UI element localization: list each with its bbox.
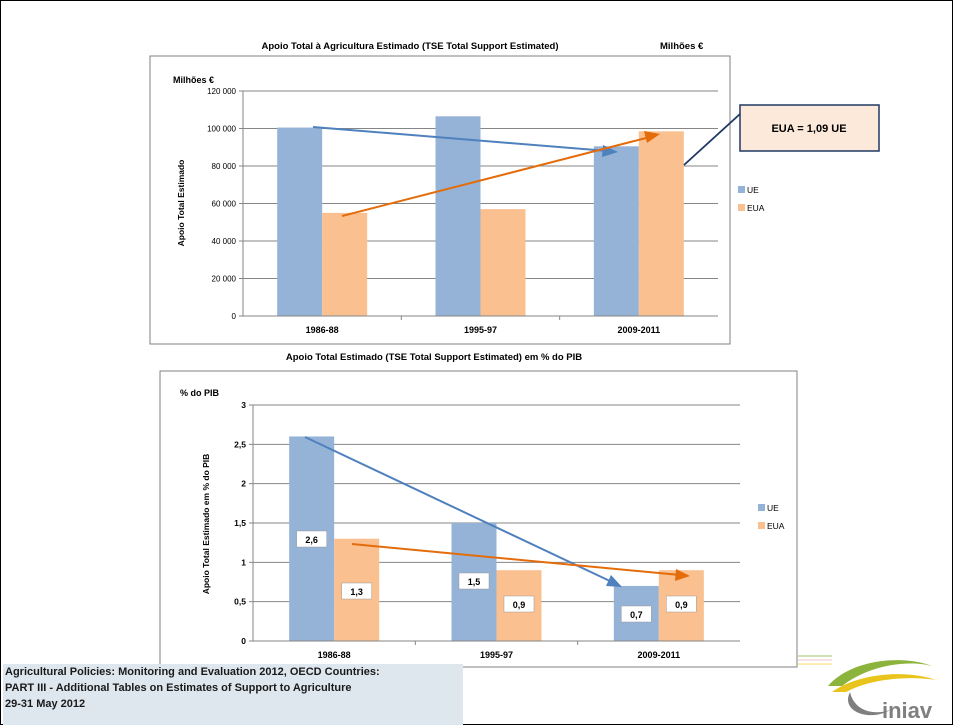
legend-label-eua: EUA: [767, 521, 785, 531]
eua-trend-arrow: [351, 543, 681, 576]
legend-swatch-ue: [738, 186, 745, 193]
y-tick-label: 3: [241, 400, 246, 410]
chart-title: Apoio Total à Agricultura Estimado (TSE …: [262, 41, 559, 52]
data-label-box: [503, 595, 535, 613]
data-label-box: [296, 530, 327, 548]
y-tick-label: 2: [241, 479, 246, 489]
bar-eua-2009-2011: [638, 131, 684, 316]
y-tick-label: 100 000: [207, 125, 236, 134]
bar-ue-1986-88: [277, 127, 323, 316]
y-tick-label: 20 000: [212, 275, 237, 284]
unit-label: Milhões €: [173, 75, 214, 85]
logo-swoosh-green: [828, 660, 932, 686]
x-tick-label: 1986-88: [318, 650, 351, 660]
y-tick-label: 60 000: [212, 200, 237, 209]
bar-eua-1986-88: [322, 212, 368, 316]
x-tick-label: 2009-2011: [638, 650, 681, 660]
data-label-ue-1995-97: 1,5: [468, 577, 481, 587]
y-tick-label: 2,5: [234, 439, 246, 449]
data-label-box: [666, 595, 697, 613]
legend-label-eua: EUA: [747, 203, 765, 213]
legend-swatch-ue: [758, 504, 765, 511]
y-axis-label: Apoio Total Estimado: [176, 160, 186, 247]
data-label-eua-1995-97: 0,9: [513, 600, 526, 610]
callout-box: [739, 104, 880, 152]
bar-ue-2009-2011: [593, 146, 639, 316]
x-tick-label: 2009-2011: [618, 325, 661, 335]
y-tick-label: 40 000: [212, 237, 237, 246]
footer-line-2: PART III - Additional Tables on Estimate…: [5, 682, 352, 694]
x-tick-label: 1995-97: [464, 325, 497, 335]
chart-title: Apoio Total Estimado (TSE Total Support …: [286, 352, 582, 363]
legend-label-ue: UE: [767, 503, 779, 513]
iniav-logo: iniav: [828, 660, 936, 723]
bar-ue-1995-97: [435, 116, 481, 316]
footer-line-1: Agricultural Policies: Monitoring and Ev…: [5, 666, 380, 678]
ue-arrow-head: [606, 575, 622, 587]
footer-line-3: 29-31 May 2012: [5, 698, 86, 710]
y-tick-label: 1,5: [234, 518, 246, 528]
data-label-ue-2009-2011: 0,7: [630, 610, 643, 620]
bar-eua-1995-97: [480, 209, 526, 316]
data-label-box: [621, 605, 652, 623]
logo-text: iniav: [882, 698, 933, 723]
callout-pointer: [683, 113, 741, 166]
data-label-eua-2009-2011: 0,9: [675, 600, 688, 610]
data-label-ue-1986-88: 2,6: [305, 535, 318, 545]
y-tick-label: 120 000: [207, 87, 236, 96]
trend-arrows: [312, 113, 741, 217]
callout-text: EUA = 1,09 UE: [771, 123, 846, 135]
y-axis-label: Apoio Total Estimado em % do PIB: [201, 454, 211, 595]
unit-label: % do PIB: [180, 388, 220, 398]
trend-arrows: [304, 436, 690, 587]
chart-title-unit: Milhões €: [660, 41, 704, 52]
eua-arrow-head: [675, 569, 690, 581]
y-tick-label: 0: [241, 636, 246, 646]
eua-trend-arrow: [341, 136, 651, 217]
eua-arrow-head: [644, 131, 660, 143]
x-tick-label: 1986-88: [306, 325, 339, 335]
logo-swoosh-gray: [848, 692, 890, 716]
data-label-box: [458, 572, 490, 590]
y-tick-label: 1: [241, 557, 246, 567]
x-tick-label: 1995-97: [480, 650, 513, 660]
data-label-box: [341, 582, 372, 600]
legend-label-ue: UE: [747, 185, 759, 195]
legend-swatch-eua: [738, 204, 745, 211]
y-tick-label: 0: [232, 312, 237, 321]
y-tick-label: 0,5: [234, 597, 246, 607]
ue-trend-arrow: [304, 436, 613, 583]
legend-swatch-eua: [758, 522, 765, 529]
data-label-eua-1986-88: 1,3: [350, 587, 363, 597]
ue-trend-arrow: [312, 126, 609, 152]
footer-citation: Agricultural Policies: Monitoring and Ev…: [3, 664, 463, 725]
y-tick-label: 80 000: [212, 162, 237, 171]
logo-swoosh-yellow: [832, 674, 936, 692]
